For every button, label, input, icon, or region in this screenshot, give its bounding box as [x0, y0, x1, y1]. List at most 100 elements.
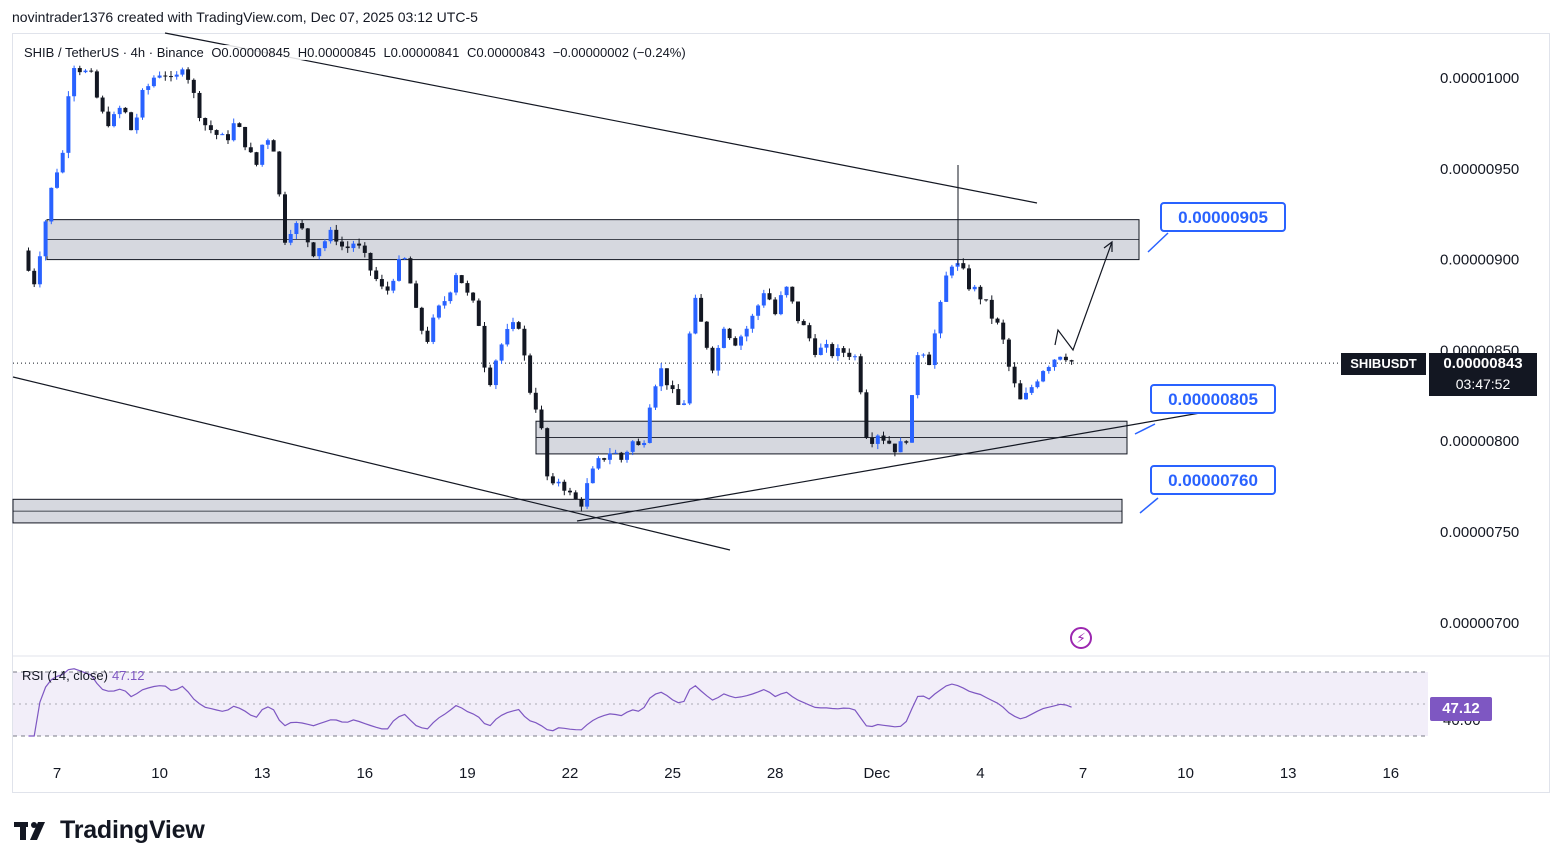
candle-up: [174, 74, 179, 77]
candle-up: [134, 117, 139, 131]
candle-down: [727, 328, 732, 339]
candle-up: [1041, 371, 1046, 382]
candle-up: [625, 451, 629, 460]
candle-down: [368, 252, 373, 271]
candle-down: [528, 355, 533, 393]
candle-up: [505, 328, 510, 345]
candle-up: [716, 347, 721, 371]
candle-down: [32, 270, 37, 285]
lightning-icon[interactable]: ⚡: [1070, 627, 1092, 649]
candle-up: [294, 223, 299, 235]
candle-down: [670, 385, 675, 390]
candle-down: [89, 70, 94, 72]
candle-down: [254, 152, 259, 165]
candle-down: [967, 268, 971, 290]
rsi-legend-value: 47.12: [111, 668, 145, 683]
candle-down: [357, 243, 362, 246]
candle-up: [499, 344, 504, 361]
candle-down: [243, 126, 248, 148]
candle-down: [26, 250, 31, 271]
candle-up: [157, 75, 162, 78]
candle-down: [773, 299, 778, 315]
candle-down: [334, 229, 339, 242]
callout-resistance[interactable]: 0.00000905: [1160, 202, 1286, 232]
candle-down: [676, 389, 681, 405]
candle-up: [693, 297, 698, 334]
candle-down: [379, 279, 384, 287]
candle-down: [841, 348, 846, 353]
tradingview-logo: TradingView: [14, 816, 205, 845]
candle-down: [830, 344, 835, 357]
candle-up: [83, 70, 88, 73]
candle-down: [237, 123, 242, 127]
candle-up: [448, 292, 453, 302]
candle-up: [630, 441, 635, 452]
candle-down: [733, 338, 738, 346]
candle-down: [522, 328, 527, 356]
candle-down: [801, 321, 806, 326]
candle-up: [1029, 387, 1034, 393]
time-tick-label: Dec: [863, 765, 890, 782]
rsi-legend[interactable]: RSI (14, close) 47.12: [22, 668, 145, 683]
candle-down: [476, 300, 481, 326]
candle-up: [55, 172, 59, 188]
legend-symbol[interactable]: SHIB / TetherUS · 4h · Binance: [24, 45, 204, 60]
candle-down: [989, 299, 994, 319]
rsi-band: [13, 672, 1428, 736]
price-tick-label: 0.00000700: [1440, 615, 1519, 632]
candle-down: [305, 228, 310, 243]
candle-up: [915, 355, 920, 396]
candle-down: [978, 286, 983, 300]
candle-up: [938, 301, 943, 334]
tv-logo-icon: [14, 821, 45, 840]
time-tick-label: 4: [976, 765, 984, 782]
candle-down: [408, 258, 413, 284]
price-tick-label: 0.00001000: [1440, 70, 1519, 87]
candle-up: [642, 442, 647, 446]
candle-down: [533, 392, 538, 410]
candle-down: [311, 242, 316, 257]
candle-down: [94, 71, 99, 98]
candle-down: [226, 134, 230, 141]
candle-up: [511, 322, 515, 329]
candle-down: [1012, 366, 1017, 384]
candle-up: [442, 301, 447, 306]
time-tick-label: 16: [1382, 765, 1399, 782]
candle-down: [699, 297, 704, 322]
candle-down: [100, 97, 105, 112]
candle-down: [471, 292, 476, 301]
projection-path: [1054, 241, 1113, 352]
candle-up: [750, 315, 755, 329]
candle-up: [1035, 381, 1040, 388]
candle-down: [191, 79, 196, 93]
candle-down: [77, 68, 82, 73]
candle-up: [972, 286, 977, 290]
price-tick-label: 0.00000750: [1440, 524, 1519, 541]
candle-down: [664, 368, 669, 386]
callout-connector: [1134, 423, 1156, 435]
zones: [12, 219, 1140, 524]
time-tick-label: 13: [254, 765, 271, 782]
legend-low: L0.00000841: [383, 45, 460, 60]
candle-up: [37, 256, 42, 285]
candle-down: [887, 440, 892, 444]
candle-up: [744, 328, 749, 337]
candle-down: [516, 322, 521, 329]
rsi-pane: 40.00: [13, 655, 1549, 737]
candle-up: [824, 344, 829, 348]
lower-trendline: [12, 376, 731, 551]
candle-up: [493, 360, 498, 386]
candle-down: [186, 69, 191, 80]
candle-up: [590, 468, 595, 484]
candle-down: [602, 458, 607, 460]
callout-support-1[interactable]: 0.00000805: [1150, 384, 1276, 414]
candle-down: [892, 443, 897, 453]
callout-support-2[interactable]: 0.00000760: [1150, 465, 1276, 495]
candle-up: [260, 144, 265, 165]
candle-up: [585, 483, 590, 507]
candle-down: [790, 286, 795, 302]
candle-up: [328, 229, 333, 242]
candle-up: [146, 86, 151, 90]
candle-down: [619, 452, 624, 460]
